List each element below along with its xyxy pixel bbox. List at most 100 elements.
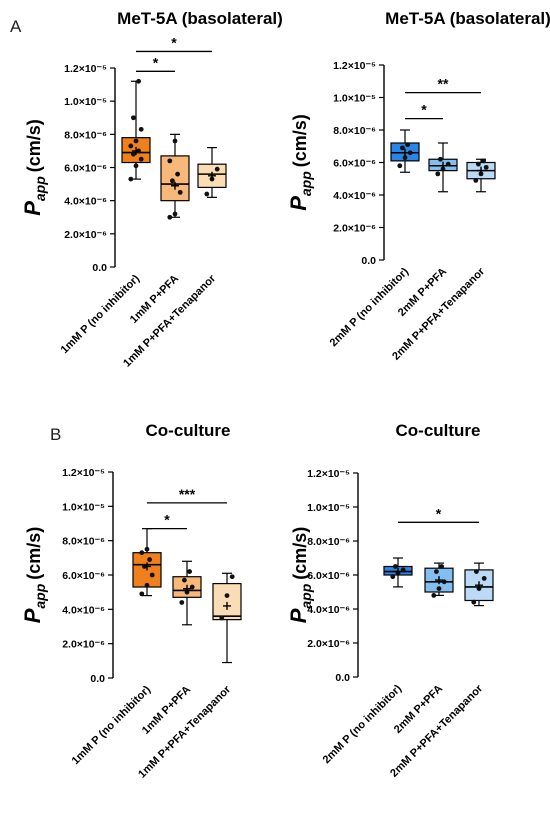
data-point: [131, 115, 136, 121]
mean-marker: [394, 567, 402, 576]
data-point: [128, 143, 134, 149]
data-point: [471, 599, 477, 605]
y-tick-label: 6.0×10⁻⁶: [333, 158, 376, 170]
data-point: [175, 171, 181, 177]
data-point: [439, 564, 444, 569]
box-2: [428, 142, 458, 193]
data-point: [390, 574, 396, 580]
y-tick-label: 1.0×10⁻⁵: [62, 501, 105, 513]
y-tick-label: 1.0×10⁻⁵: [64, 96, 107, 108]
y-tick-label: 0.0: [335, 672, 350, 684]
significance-label: *: [436, 505, 442, 521]
data-point: [407, 150, 413, 156]
significance-label: **: [438, 76, 449, 92]
data-point: [138, 126, 144, 132]
chart-panel-4: Co-culture Papp(cm/s) 0.0 2.0×10⁻⁶ 4.0×10⁻⁶ 6…: [286, 421, 494, 780]
y-tick-label: 6.0×10⁻⁶: [64, 163, 107, 175]
box-1: [121, 78, 151, 182]
data-point: [172, 138, 178, 144]
data-point: [400, 145, 405, 151]
data-point: [397, 163, 403, 169]
data-point: [476, 161, 481, 167]
y-tick-label: 2.0×10⁻⁶: [62, 639, 105, 651]
x-category-label: 2mM P (no inhibitor): [321, 682, 405, 766]
mean-marker: [439, 161, 447, 170]
y-tick-label: 8.0×10⁻⁶: [333, 125, 376, 137]
mean-marker: [132, 146, 140, 155]
data-point: [139, 591, 145, 597]
box-1: [383, 557, 413, 588]
y-tick-label: 1.0×10⁻⁵: [307, 502, 350, 514]
box-2: [172, 560, 202, 626]
data-point: [172, 211, 178, 217]
data-point: [434, 569, 439, 574]
data-point: [170, 178, 175, 184]
y-axis-label: Papp(cm/s): [286, 527, 314, 624]
box-iqr: [212, 582, 242, 621]
mean-marker: [171, 181, 179, 190]
x-category-label: 1mM P (no inhibitor): [70, 683, 154, 767]
significance-label: *: [153, 54, 159, 70]
y-tick-label: 8.0×10⁻⁶: [307, 536, 350, 548]
chart-title: Co-culture: [146, 421, 231, 440]
data-point: [136, 78, 142, 84]
mean-marker: [435, 576, 443, 585]
box-3: [197, 147, 227, 198]
y-tick-label: 8.0×10⁻⁶: [62, 536, 105, 548]
data-point: [214, 166, 220, 172]
chart-panel-2: MeT-5A (basolateral) Papp(cm/s) 0.0 2.0×10⁻…: [286, 9, 550, 363]
y-tick-label: 4.0×10⁻⁶: [307, 604, 350, 616]
y-axis-label: Papp(cm/s): [20, 527, 48, 624]
data-point: [149, 572, 155, 578]
panel-label-b: B: [50, 425, 61, 444]
significance-label: *: [421, 102, 427, 118]
data-point: [431, 593, 437, 598]
data-point: [481, 576, 487, 581]
box-1: [132, 528, 162, 597]
data-point: [402, 155, 408, 161]
y-tick-label: 4.0×10⁻⁶: [64, 196, 107, 208]
data-point: [187, 569, 193, 574]
mean-marker: [143, 562, 151, 571]
data-point: [144, 582, 150, 588]
data-point: [483, 164, 489, 170]
mean-marker: [183, 584, 191, 593]
data-point: [473, 177, 479, 183]
data-point: [128, 176, 134, 182]
data-point: [219, 615, 225, 621]
y-tick-label: 0.0: [361, 255, 376, 267]
box-3: [212, 572, 242, 664]
panel-label-a: A: [10, 17, 22, 36]
data-point: [139, 550, 145, 556]
data-point: [167, 158, 173, 164]
data-point: [393, 564, 398, 569]
y-tick-label: 1.0×10⁻⁵: [333, 93, 376, 105]
data-point: [147, 557, 153, 562]
y-tick-label: 2.0×10⁻⁶: [307, 638, 350, 650]
data-point: [182, 577, 187, 583]
data-point: [138, 156, 144, 162]
chart-panel-3: Co-culture Papp(cm/s) 0.0 2.0×10⁻⁶ 4.0×10⁻⁶ 6…: [20, 421, 242, 781]
data-point: [179, 600, 185, 605]
chart-title: Co-culture: [396, 421, 481, 440]
data-point: [131, 151, 136, 157]
y-tick-label: 0.0: [90, 673, 105, 685]
box-2: [160, 133, 190, 220]
data-point: [133, 163, 139, 169]
mean-marker: [475, 581, 483, 590]
data-point: [438, 156, 443, 162]
y-tick-label: 1.2×10⁻⁵: [62, 467, 105, 479]
data-point: [229, 574, 235, 580]
data-point: [224, 593, 230, 598]
y-tick-label: 0.0: [92, 262, 107, 274]
data-point: [481, 158, 486, 164]
box-3: [464, 562, 494, 607]
y-tick-label: 4.0×10⁻⁶: [62, 604, 105, 616]
mean-marker: [223, 601, 231, 610]
y-axis-label: Papp(cm/s): [286, 114, 314, 211]
mean-marker: [208, 171, 216, 180]
data-point: [133, 138, 139, 144]
chart-title: MeT-5A (basolateral): [385, 9, 550, 28]
y-tick-label: 4.0×10⁻⁶: [333, 190, 376, 202]
